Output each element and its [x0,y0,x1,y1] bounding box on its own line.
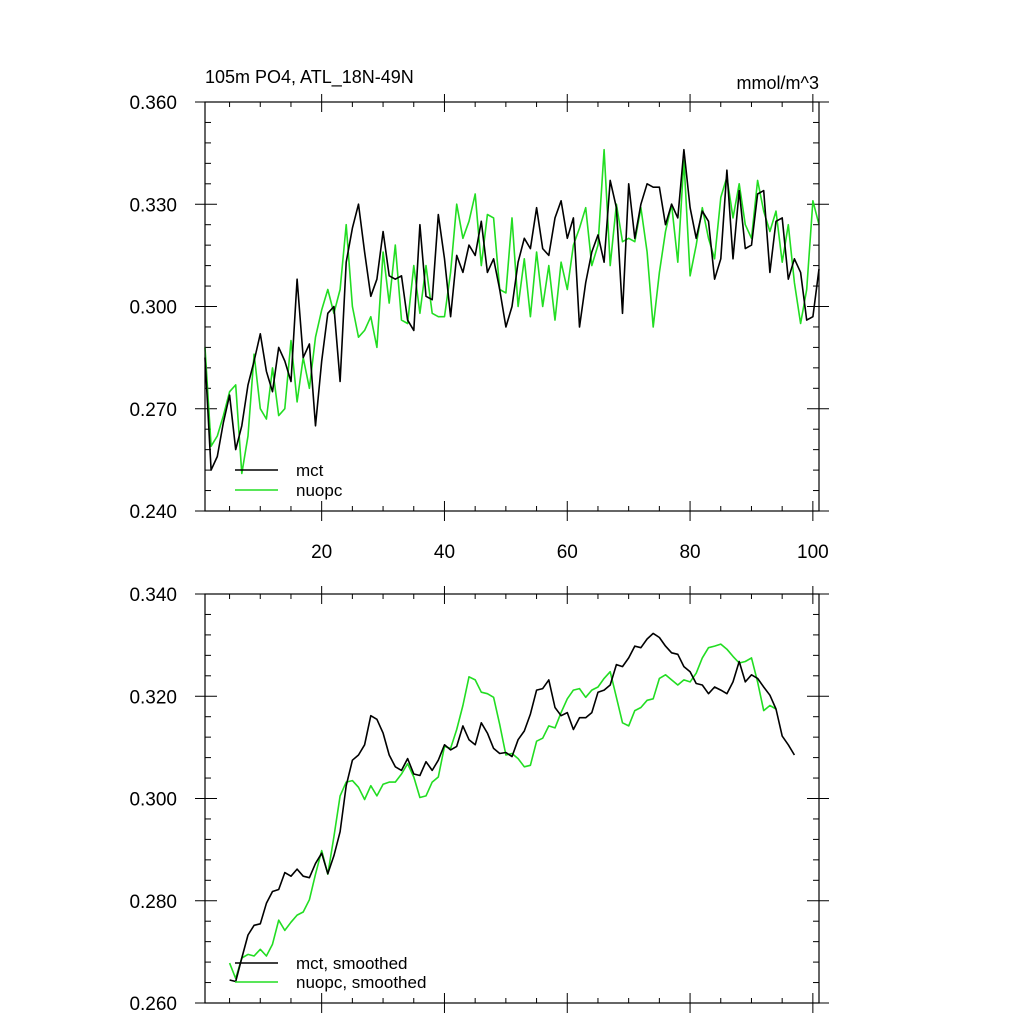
top-panel-series [204,148,820,475]
x-tick-label: 60 [557,542,578,563]
legend-label: nuopc, smoothed [296,973,426,992]
y-tick-label: 0.300 [129,790,177,811]
y-tick-label: 0.240 [129,502,177,523]
y-tick-label: 0.360 [129,93,177,114]
y-tick-label: 0.260 [129,994,177,1015]
top-panel-tick-labels: 0.240 0.270 0.300 0.330 0.360 20 40 60 80 100 [129,93,828,563]
series-line-nuopc [204,148,820,475]
bottom-panel-series [228,632,796,983]
y-tick-label: 0.330 [129,195,177,216]
top-panel-ticks [195,94,829,521]
y-tick-label: 0.340 [129,585,177,606]
y-tick-label: 0.320 [129,687,177,708]
x-tick-label: 20 [311,542,332,563]
bottom-panel-tick-labels: 0.260 0.280 0.300 0.320 0.340 [129,585,177,1015]
legend-label: mct, smoothed [296,954,408,973]
legend-label: nuopc [296,481,343,500]
bottom-panel-ticks [195,586,829,1013]
top-panel-title: 105m PO4, ATL_18N-49N [205,67,414,88]
x-tick-label: 40 [434,542,455,563]
bottom-panel-frame [204,593,820,1004]
x-tick-label: 80 [679,542,700,563]
top-panel: 0.240 0.270 0.300 0.330 0.360 20 40 60 80 100 105… [129,67,829,563]
y-tick-label: 0.280 [129,892,177,913]
series-line-mct-smoothed [229,632,796,983]
bottom-panel: 0.260 0.280 0.300 0.320 0.340 mct, smoothedn… [129,585,829,1015]
series-line-mct [204,148,820,471]
legend-label: mct [296,461,324,480]
y-tick-label: 0.300 [129,298,177,319]
y-tick-label: 0.270 [129,400,177,421]
top-panel-frame [204,101,820,512]
top-panel-units: mmol/m^3 [737,73,819,93]
x-tick-label: 100 [797,542,829,563]
